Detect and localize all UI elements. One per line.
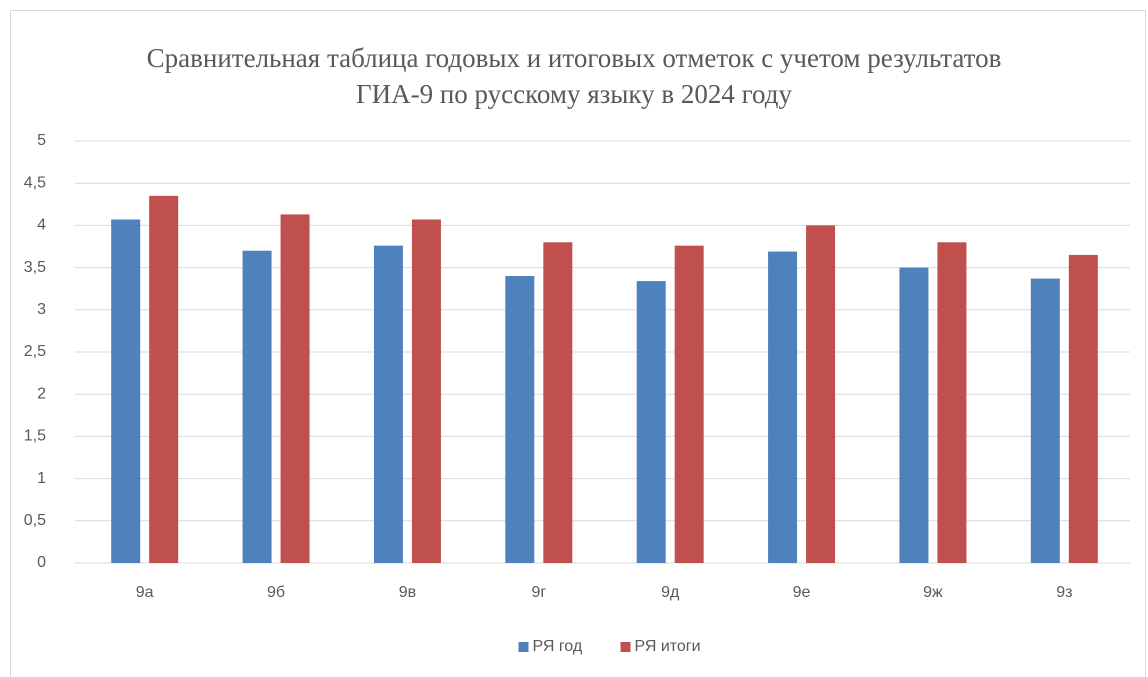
bar: [411, 219, 441, 563]
bar: [636, 281, 666, 563]
chart-border: [10, 10, 1146, 677]
x-tick-label: 9е: [793, 584, 811, 601]
bar: [505, 276, 535, 563]
chart-title: Сравнительная таблица годовых и итоговых…: [146, 43, 1002, 109]
bar: [111, 219, 141, 563]
x-tick-label: 9г: [531, 584, 546, 601]
legend-swatch: [620, 642, 631, 652]
y-tick-label: 3: [37, 301, 46, 318]
legend-swatch: [518, 642, 529, 652]
y-tick-label: 0,5: [24, 512, 46, 529]
bar: [242, 250, 272, 563]
x-tick-label: 9в: [399, 584, 416, 601]
x-tick-label: 9а: [136, 584, 154, 601]
x-tick-label: 9б: [267, 584, 285, 601]
bar: [280, 214, 310, 564]
bar: [1030, 278, 1060, 563]
bar: [899, 267, 929, 563]
x-tick-label: 9ж: [923, 584, 943, 601]
x-tick-label: 9д: [661, 584, 680, 601]
y-tick-label: 2,5: [24, 343, 46, 360]
bar: [543, 242, 573, 563]
y-tick-label: 1: [37, 470, 46, 487]
y-tick-label: 2: [37, 385, 46, 402]
legend-label: РЯ итоги: [635, 638, 701, 655]
y-tick-label: 5: [37, 132, 46, 149]
y-tick-label: 4: [37, 217, 46, 234]
bar: [674, 245, 704, 563]
y-tick-label: 3,5: [24, 259, 46, 276]
legend-label: РЯ год: [533, 638, 583, 655]
bar: [1068, 254, 1098, 563]
bar: [373, 245, 403, 563]
y-tick-label: 4,5: [24, 174, 46, 191]
y-tick-label: 1,5: [24, 428, 46, 445]
bar: [768, 251, 798, 563]
bar: [149, 195, 179, 564]
y-tick-label: 0: [37, 554, 46, 571]
x-tick-label: 9з: [1056, 584, 1072, 601]
bar: [806, 225, 836, 563]
bar: [937, 242, 967, 563]
